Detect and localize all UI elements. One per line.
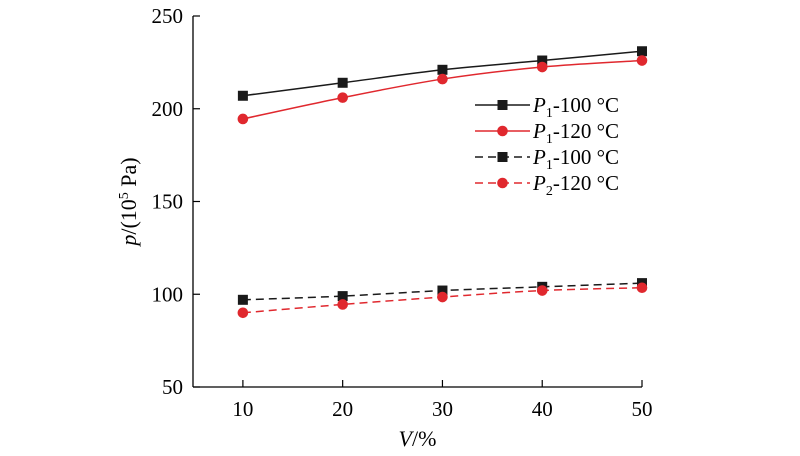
data-point [536, 61, 548, 73]
y-tick-label: 150 [152, 190, 184, 214]
data-point [337, 77, 348, 88]
legend-swatch-marker [497, 100, 508, 110]
data-point [337, 291, 348, 302]
data-point [437, 64, 448, 75]
x-axis-unit: /% [412, 426, 436, 451]
legend-item-3: P1-100 °C [475, 145, 619, 173]
data-point [437, 73, 448, 85]
data-point [237, 113, 249, 125]
series-4 [237, 282, 648, 319]
x-tick-label: 30 [432, 397, 453, 421]
y-tick-label: 250 [152, 4, 184, 28]
data-point [237, 307, 249, 319]
y-axis-var: p [116, 235, 141, 248]
data-point [537, 55, 548, 66]
y-axis-unit-pre: /(10 [116, 199, 141, 234]
x-tick-label: 10 [232, 397, 253, 421]
y-axis-unit-exp: 5 [117, 192, 132, 199]
data-point [637, 46, 647, 57]
data-point [437, 285, 448, 296]
legend-label: P1-100 °C [532, 93, 619, 121]
y-axis-unit-post: Pa) [116, 157, 141, 192]
x-axis-var: V [399, 426, 415, 451]
y-tick-label: 50 [162, 375, 183, 399]
data-point [536, 285, 548, 296]
y-axis-title: p/(105 Pa) [116, 157, 141, 247]
legend: P1-100 °CP1-120 °CP1-100 °CP2-120 °C [475, 93, 619, 199]
series-group [237, 46, 648, 319]
data-point [437, 291, 448, 303]
y-tick-label: 100 [152, 282, 184, 306]
series-2 [237, 55, 648, 125]
data-point [636, 282, 648, 294]
axes: 50 100 150 200 250 10 20 30 40 50 V/% p/(105 Pa) [116, 4, 653, 451]
legend-item-1: P1-100 °C [475, 93, 619, 121]
y-tick-label: 200 [152, 97, 184, 121]
data-point [337, 299, 348, 310]
series-1 [237, 46, 647, 101]
legend-swatch-marker [497, 125, 508, 137]
x-tick-label: 20 [332, 397, 353, 421]
legend-item-2: P1-120 °C [475, 119, 619, 147]
legend-swatch-marker [497, 177, 508, 189]
x-tick-label: 40 [532, 397, 553, 421]
data-point [337, 92, 348, 103]
legend-item-4: P2-120 °C [475, 171, 619, 199]
x-tick-label: 50 [632, 397, 653, 421]
x-axis-title: V/% [399, 426, 437, 451]
data-point [237, 90, 248, 101]
legend-label: P1-100 °C [532, 145, 619, 173]
legend-label: P1-120 °C [532, 119, 619, 147]
legend-label: P2-120 °C [532, 171, 619, 199]
legend-swatch-marker [497, 152, 508, 162]
data-point [237, 294, 248, 305]
data-point [636, 55, 648, 66]
